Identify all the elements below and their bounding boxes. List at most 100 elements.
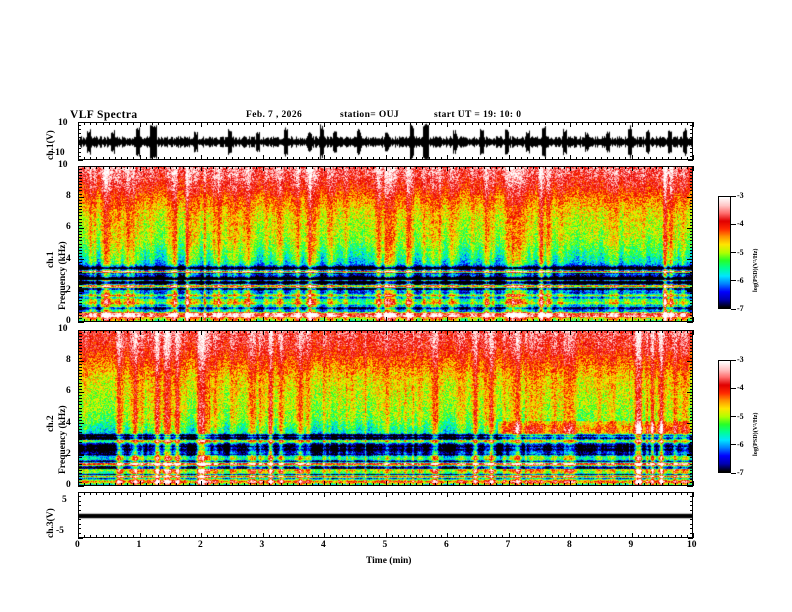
axis-tick <box>689 221 693 223</box>
axis-tick <box>483 319 485 322</box>
axis-tick <box>588 535 590 538</box>
axis-tick <box>689 284 693 286</box>
axis-tick <box>324 155 326 160</box>
axis-tick <box>613 483 615 486</box>
xtick-6: 6 <box>444 540 449 550</box>
axis-tick <box>687 196 693 198</box>
axis-tick <box>151 157 153 160</box>
axis-tick <box>305 330 307 333</box>
axis-tick <box>514 330 516 333</box>
axis-tick <box>78 491 81 493</box>
axis-tick <box>145 330 147 333</box>
axis-tick <box>410 157 412 160</box>
axis-tick <box>453 483 455 486</box>
axis-tick <box>453 166 455 169</box>
axis-tick <box>689 466 693 468</box>
axis-tick <box>373 483 375 486</box>
axis-tick <box>379 319 381 322</box>
axis-tick <box>268 535 270 538</box>
axis-tick <box>613 166 615 169</box>
axis-tick <box>656 122 658 125</box>
axis-tick <box>689 202 693 204</box>
axis-tick <box>410 535 412 538</box>
axis-tick <box>465 535 467 538</box>
axis-tick <box>354 319 356 322</box>
ytick-ch2-10: 10 <box>58 324 68 334</box>
axis-tick <box>557 483 559 486</box>
axis-tick <box>78 441 82 443</box>
axis-tick <box>164 166 166 169</box>
axis-tick <box>299 330 301 333</box>
axis-tick <box>274 535 276 538</box>
axis-tick <box>207 157 209 160</box>
axis-tick <box>483 122 485 125</box>
axis-tick <box>133 535 135 538</box>
axis-tick <box>250 330 252 333</box>
axis-tick <box>151 330 153 333</box>
axis-tick <box>526 157 528 160</box>
panel-ch2-spectrogram <box>78 330 693 486</box>
axis-tick <box>182 330 184 333</box>
axis-tick <box>96 483 98 486</box>
axis-tick <box>84 535 86 538</box>
axis-tick <box>78 218 82 220</box>
axis-tick <box>164 483 166 486</box>
axis-tick <box>287 166 289 169</box>
axis-tick <box>471 535 473 538</box>
axis-tick <box>582 535 584 538</box>
axis-tick <box>367 166 369 169</box>
axis-tick <box>256 492 258 495</box>
axis-tick <box>689 168 693 170</box>
axis-tick <box>465 157 467 160</box>
axis-tick <box>689 318 693 320</box>
axis-tick <box>176 122 178 125</box>
axis-tick <box>631 330 633 335</box>
axis-tick <box>324 492 326 497</box>
axis-tick <box>539 483 541 486</box>
axis-tick <box>459 319 461 322</box>
axis-tick <box>78 385 82 387</box>
axis-tick <box>391 535 393 538</box>
axis-tick <box>78 249 82 251</box>
axis-tick <box>471 157 473 160</box>
axis-tick <box>108 166 110 169</box>
axis-tick <box>539 122 541 125</box>
axis-tick <box>78 444 82 446</box>
axis-tick <box>78 177 82 179</box>
colorbar-ch1 <box>718 196 731 309</box>
axis-tick <box>293 483 295 486</box>
axis-tick <box>262 492 264 497</box>
axis-tick <box>570 166 572 171</box>
axis-tick <box>102 319 104 322</box>
axis-tick <box>471 319 473 322</box>
axis-tick <box>453 319 455 322</box>
axis-tick <box>317 319 319 322</box>
axis-tick <box>403 483 405 486</box>
axis-tick <box>201 317 203 322</box>
axis-tick <box>690 159 693 161</box>
axis-tick <box>625 157 627 160</box>
axis-tick <box>360 319 362 322</box>
axis-tick <box>164 492 166 495</box>
axis-tick <box>84 122 86 125</box>
axis-tick <box>545 483 547 486</box>
panel-ch2-spec-ylabel-line2: Frequency (kHz) <box>58 405 68 474</box>
axis-tick <box>139 492 141 497</box>
axis-tick <box>459 166 461 169</box>
axis-tick <box>508 317 510 322</box>
axis-tick <box>687 321 693 323</box>
axis-tick <box>440 330 442 333</box>
axis-tick <box>397 492 399 495</box>
colorbar-tick-cb2--7: -7 <box>737 468 744 477</box>
axis-tick <box>121 535 123 538</box>
axis-tick <box>689 463 693 465</box>
axis-tick <box>689 419 693 421</box>
axis-tick <box>563 122 565 125</box>
axis-tick <box>690 491 693 493</box>
axis-tick <box>434 535 436 538</box>
axis-tick <box>164 330 166 333</box>
axis-tick <box>545 330 547 333</box>
axis-tick <box>606 157 608 160</box>
axis-tick <box>502 166 504 169</box>
axis-tick <box>625 166 627 169</box>
